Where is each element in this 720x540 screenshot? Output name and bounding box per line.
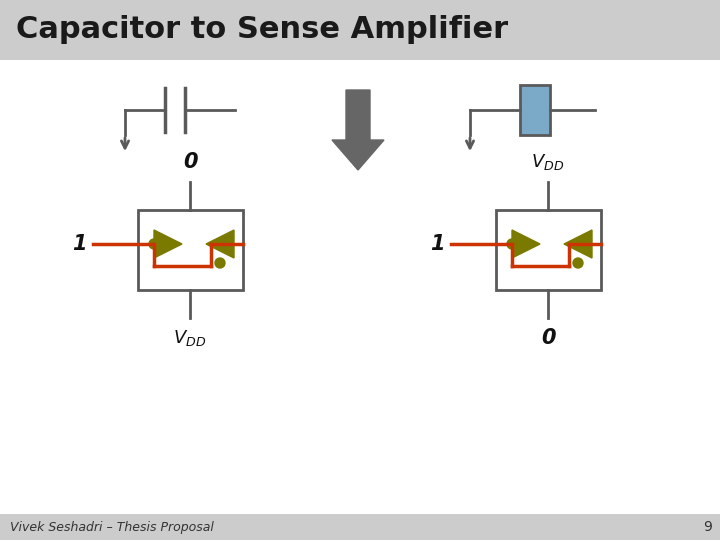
- Polygon shape: [154, 230, 182, 258]
- Text: 1: 1: [72, 234, 86, 254]
- Circle shape: [573, 258, 583, 268]
- Text: 1: 1: [430, 234, 444, 254]
- Text: $V_{DD}$: $V_{DD}$: [174, 328, 207, 348]
- Text: Vivek Seshadri – Thesis Proposal: Vivek Seshadri – Thesis Proposal: [10, 521, 214, 534]
- Text: $V_{DD}$: $V_{DD}$: [531, 152, 564, 172]
- Circle shape: [149, 239, 159, 249]
- Text: Capacitor to Sense Amplifier: Capacitor to Sense Amplifier: [16, 16, 508, 44]
- Circle shape: [215, 258, 225, 268]
- Bar: [0, 514, 720, 540]
- Text: 9: 9: [703, 520, 712, 534]
- Circle shape: [507, 239, 517, 249]
- Polygon shape: [512, 230, 540, 258]
- Bar: [495, 210, 600, 290]
- Polygon shape: [564, 230, 592, 258]
- Bar: [520, 85, 550, 135]
- Polygon shape: [206, 230, 234, 258]
- Bar: [0, 0, 720, 60]
- Bar: [138, 210, 243, 290]
- Text: 0: 0: [541, 328, 555, 348]
- FancyArrow shape: [332, 90, 384, 170]
- Text: 0: 0: [183, 152, 197, 172]
